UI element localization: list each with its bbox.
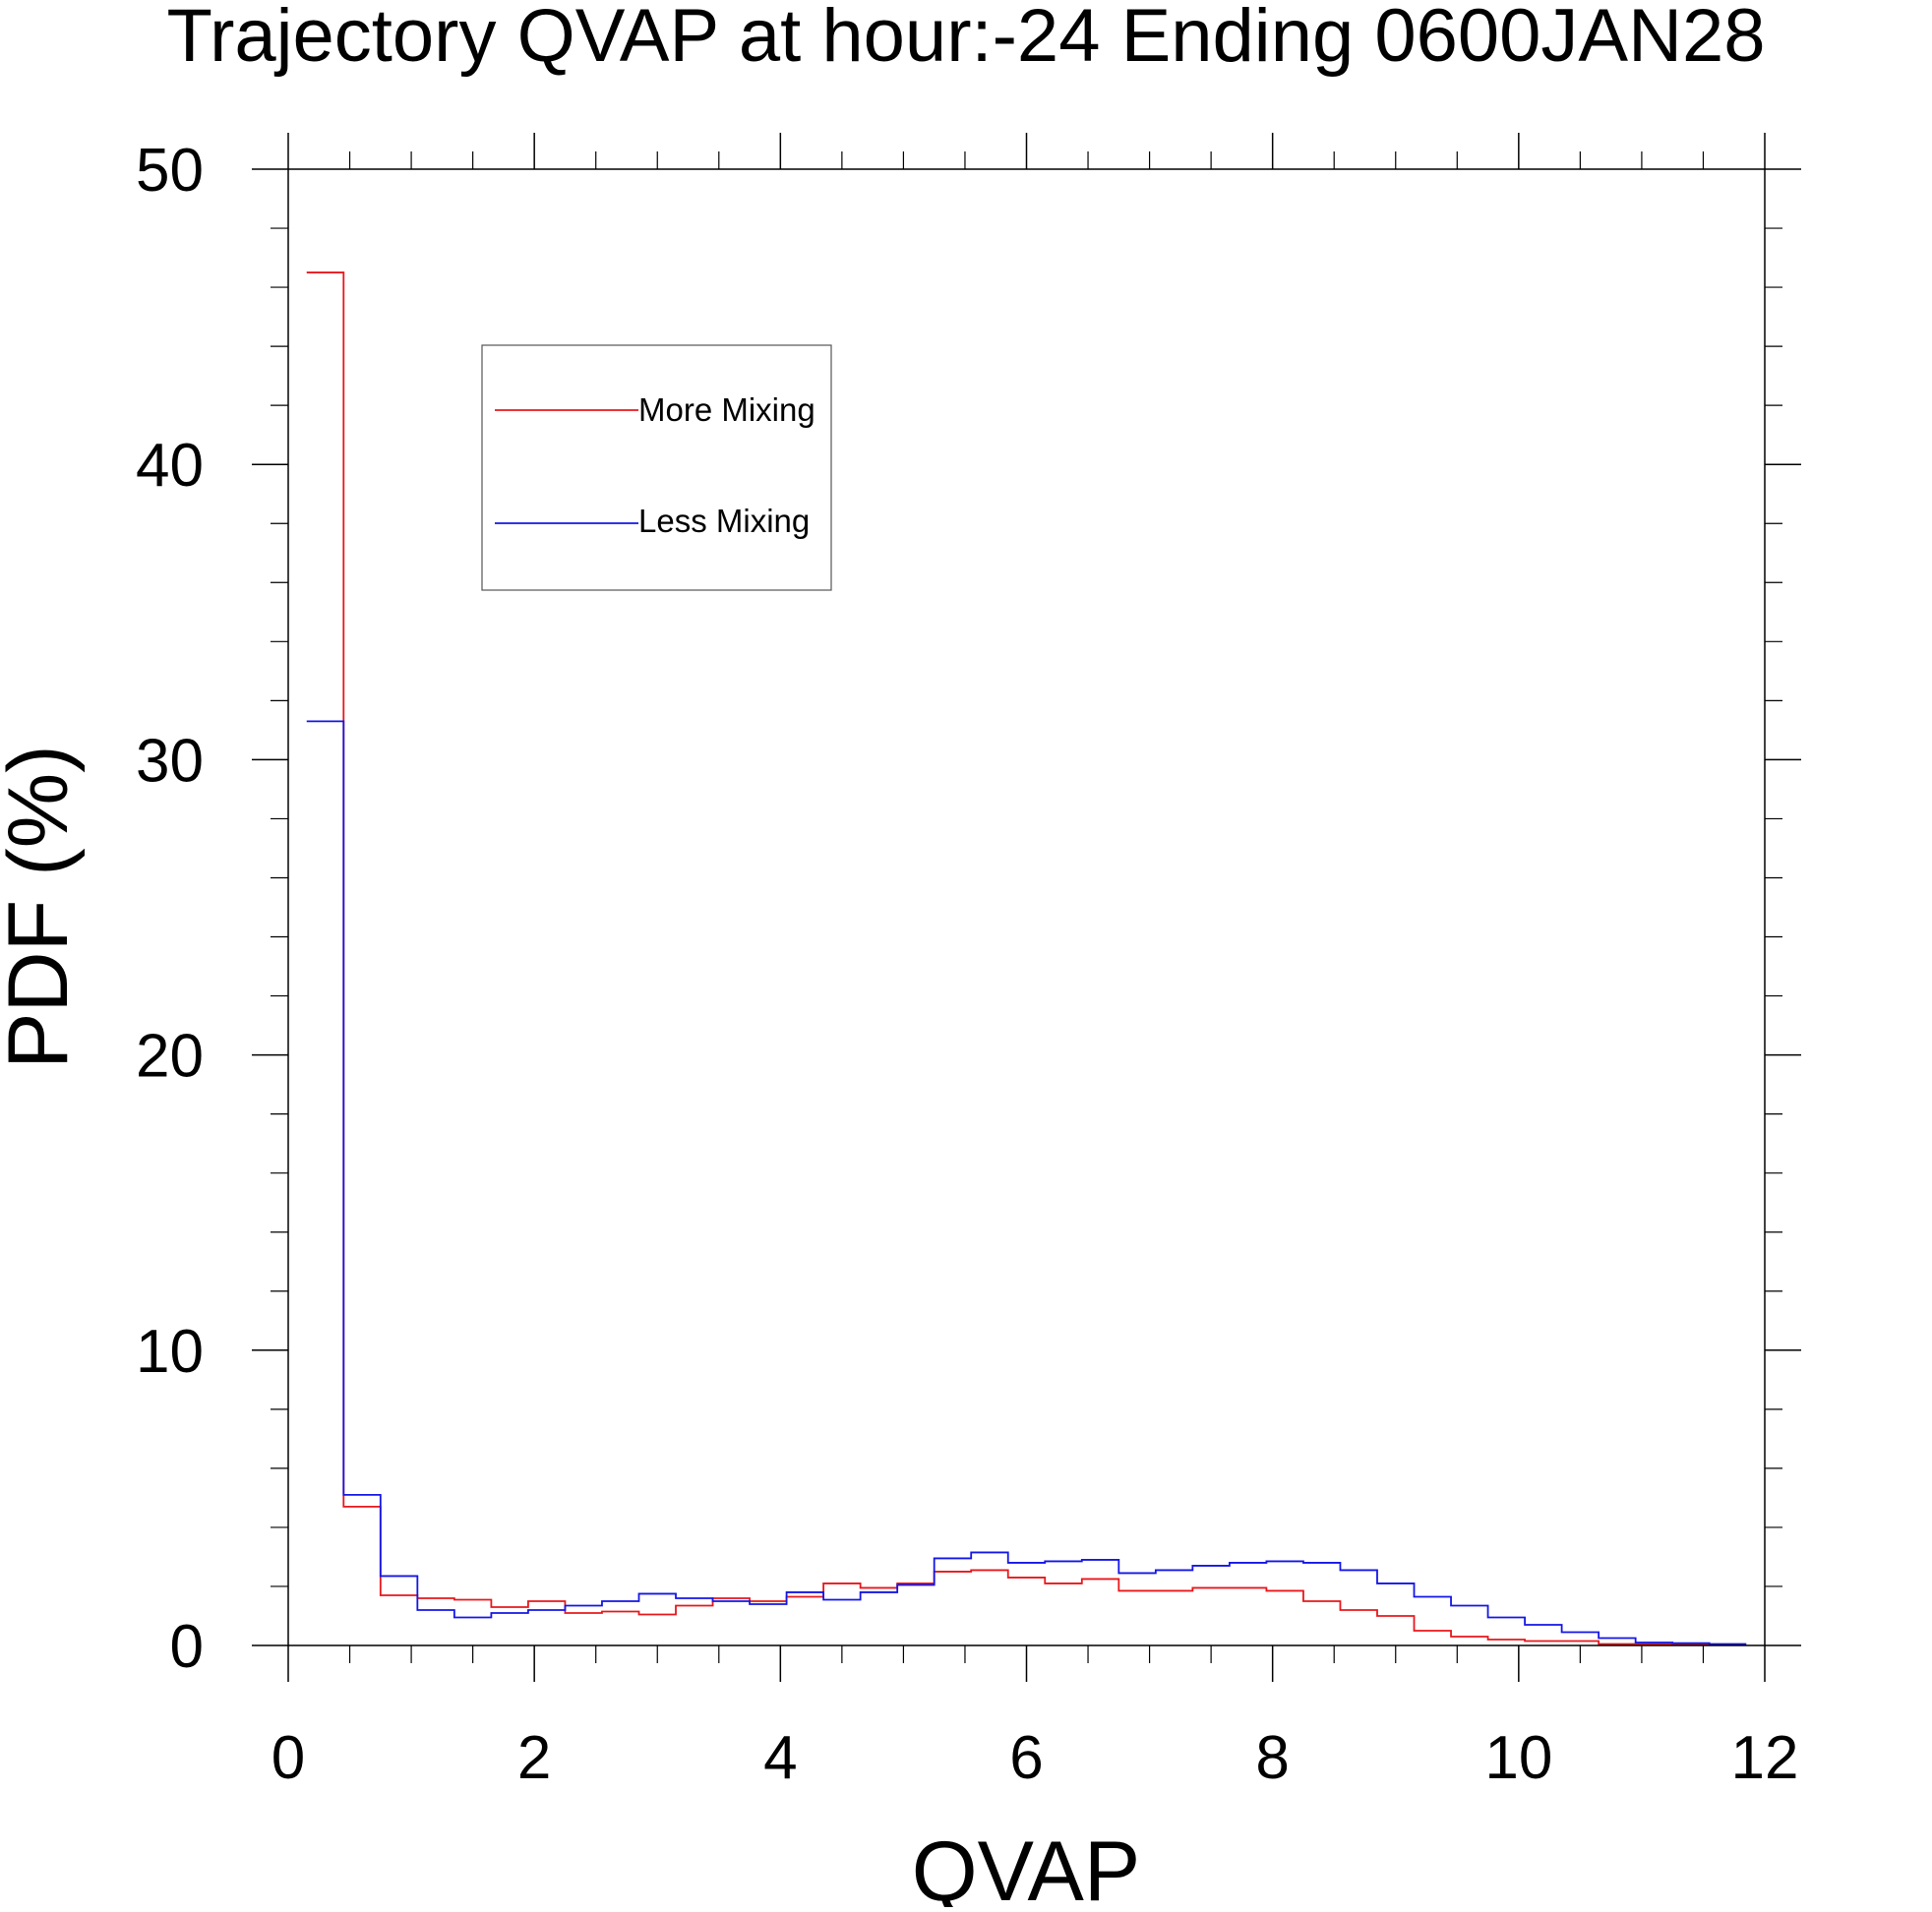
y-tick-label: 10 (136, 1318, 204, 1386)
series-layer (306, 271, 1747, 1646)
y-tick-label: 20 (136, 1023, 204, 1091)
chart-title: Trajectory QVAP at hour:-24 Ending 0600J… (166, 0, 1765, 78)
minor-ticks (271, 151, 1782, 1663)
series-more-mixing (306, 271, 1747, 1646)
major-ticks (252, 133, 1801, 1682)
x-tick-label: 0 (272, 1724, 305, 1792)
x-tick-label: 8 (1255, 1724, 1289, 1792)
x-tick-label: 12 (1731, 1724, 1799, 1792)
y-tick-label: 50 (136, 137, 204, 205)
legend-label-less-mixing: Less Mixing (638, 503, 810, 539)
tick-labels: 0 2 4 6 8 10 12 0 10 20 30 40 50 (136, 137, 1798, 1792)
x-axis-label: QVAP (912, 1824, 1141, 1907)
x-tick-label: 4 (763, 1724, 797, 1792)
legend-box (481, 344, 832, 591)
y-tick-label: 30 (136, 727, 204, 795)
x-tick-label: 10 (1484, 1724, 1552, 1792)
plot-frame (287, 168, 1766, 1646)
y-tick-label: 40 (136, 432, 204, 500)
series-less-mixing (306, 720, 1747, 1645)
legend: More Mixing Less Mixing (481, 344, 832, 591)
x-tick-label: 6 (1009, 1724, 1043, 1792)
legend-label-more-mixing: More Mixing (638, 391, 815, 428)
y-axis-label: PDF (%) (0, 745, 86, 1069)
y-tick-label: 0 (170, 1613, 204, 1681)
x-tick-label: 2 (517, 1724, 551, 1792)
